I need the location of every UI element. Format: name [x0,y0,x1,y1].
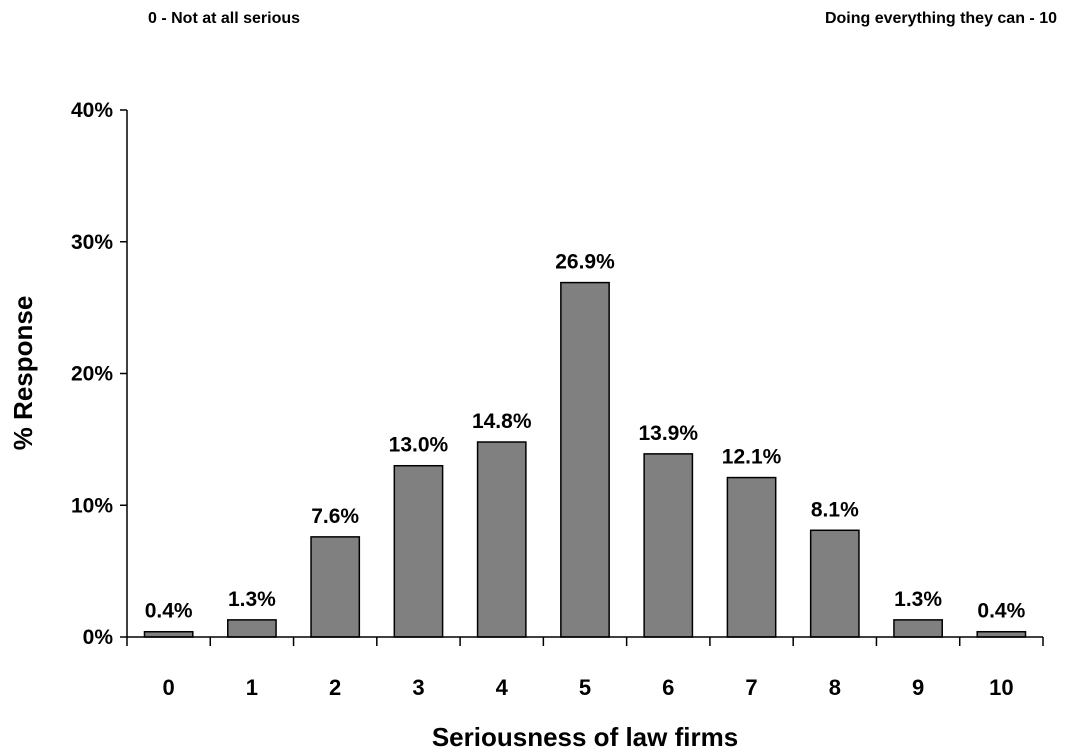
y-tick-label-30: 30% [71,231,113,254]
data-label-6: 13.9% [638,422,698,445]
y-tick-labels-group: 0% 10% 20% 30% 40% [71,99,113,649]
y-tick-label-10: 10% [71,494,113,517]
x-tick-label-5: 5 [579,675,591,700]
bar-1 [227,619,277,638]
data-label-4: 14.8% [472,410,532,433]
data-label-3: 13.0% [389,434,449,457]
bar-8 [809,529,860,638]
value-labels-group: 0.4% 1.3% 7.6% 13.0% 14.8% 26.9% 13.9% 12.1% 8.1… [145,251,1026,623]
x-axis-title: Seriousness of law firms [432,722,738,752]
y-tick-label-40: 40% [71,99,113,122]
x-tick-label-1: 1 [246,675,258,700]
data-label-2: 7.6% [311,505,359,528]
data-label-10: 0.4% [977,600,1025,623]
data-label-5: 26.9% [555,251,615,274]
data-label-0: 0.4% [145,600,193,623]
x-tick-label-9: 9 [912,675,924,700]
x-tick-label-4: 4 [496,675,509,700]
x-tick-label-8: 8 [829,675,841,700]
data-label-1: 1.3% [228,588,276,611]
x-tick-label-0: 0 [163,675,175,700]
data-label-9: 1.3% [894,588,942,611]
data-label-7: 12.1% [722,446,782,469]
bar-2 [310,536,361,638]
x-tick-label-7: 7 [745,675,757,700]
axes-group [120,109,1044,646]
bars-group [143,281,1027,638]
x-tick-label-10: 10 [989,675,1013,700]
bar-5 [560,281,610,638]
x-tick-label-2: 2 [329,675,341,700]
y-tick-label-0: 0% [83,626,114,649]
bar-4 [476,441,527,638]
bar-0 [143,630,194,638]
bar-6 [643,453,694,638]
scale-low-label: 0 - Not at all serious [148,10,301,27]
x-tick-label-6: 6 [662,675,674,700]
y-axis-title: % Response [8,296,38,451]
scale-high-label: Doing everything they can - 10 [824,10,1057,27]
data-label-8: 8.1% [811,498,859,521]
bar-10 [976,630,1027,638]
bar-7 [726,476,777,638]
bar-3 [393,464,444,638]
x-tick-labels-group: 0 1 2 3 4 5 6 7 8 9 10 [163,675,1014,700]
bar-9 [893,619,943,638]
x-tick-label-3: 3 [412,675,424,700]
y-tick-label-20: 20% [71,363,113,386]
